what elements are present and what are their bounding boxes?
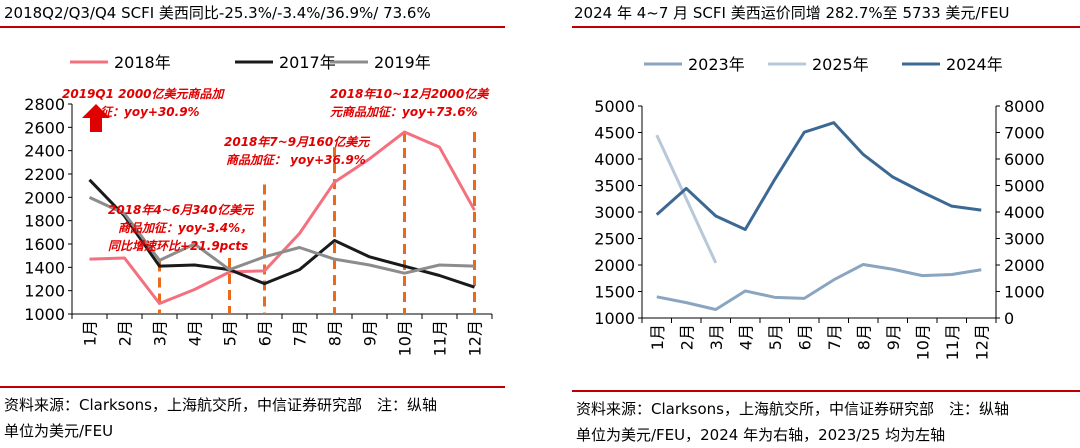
right-chart-title: 2024 年 4~7 月 SCFI 美西运价同增 282.7%至 5733 美元… bbox=[574, 4, 1010, 22]
annotation-text-q2: 商品加征：yoy-3.4%， bbox=[118, 221, 252, 235]
y-tick-label-left: 3000 bbox=[594, 203, 635, 222]
left-source-line-2: 单位为美元/FEU bbox=[4, 422, 114, 440]
legend-label: 2017年 bbox=[279, 53, 336, 72]
y-tick-label-right: 0 bbox=[1004, 309, 1014, 328]
y-tick-label-left: 1500 bbox=[594, 283, 635, 302]
y-tick-label-right: 3000 bbox=[1004, 230, 1045, 249]
annotation-text-q4: 2018年10~12月2000亿美 bbox=[330, 87, 490, 101]
left-title-rule bbox=[0, 26, 505, 28]
series-line-2025年 bbox=[655, 134, 718, 264]
left-source-line-1: 资料来源：Clarksons，上海航交所，中信证券研究部 注：纵轴 bbox=[4, 396, 438, 414]
y-tick-label-right: 1000 bbox=[1004, 283, 1045, 302]
y-tick-label: 1400 bbox=[24, 258, 65, 277]
x-tick-label: 8月 bbox=[854, 324, 873, 350]
y-tick-label: 2800 bbox=[24, 95, 65, 114]
x-tick-label: 11月 bbox=[943, 324, 962, 360]
y-tick-label: 1600 bbox=[24, 235, 65, 254]
x-tick-label: 3月 bbox=[151, 320, 170, 346]
x-tick-label: 11月 bbox=[431, 320, 450, 356]
annotation-text-q3: 2018年7~9月160亿美元 bbox=[224, 135, 371, 149]
y-tick-label-right: 7000 bbox=[1004, 124, 1045, 143]
x-tick-label: 12月 bbox=[466, 320, 485, 356]
x-tick-label: 10月 bbox=[396, 320, 415, 356]
x-tick-label: 6月 bbox=[256, 320, 275, 346]
right-title-rule bbox=[572, 26, 1080, 28]
y-tick-label: 2000 bbox=[24, 188, 65, 207]
annotation-text-q1: 征：yoy+30.9% bbox=[100, 105, 200, 119]
left-chart: 1000 1200 1400 1600 1800 2000 2200 2400 2600 2800… bbox=[24, 53, 493, 356]
x-tick-label: 5月 bbox=[221, 320, 240, 346]
right-chart: 1000 1500 2000 2500 3000 3500 4000 4500 5000 0 100… bbox=[594, 55, 1045, 360]
annotation-text-q2: 同比增速环比+21.9pcts bbox=[108, 239, 248, 253]
y-tick-label-right: 8000 bbox=[1004, 97, 1045, 116]
left-source-rule bbox=[0, 386, 505, 388]
annotation-text-q2: 2018年4~6月340亿美元 bbox=[108, 203, 255, 217]
annotation-text-q1: 2019Q1 2000亿美元商品加 bbox=[62, 87, 226, 101]
y-tick-label: 2400 bbox=[24, 142, 65, 161]
legend-label: 2019年 bbox=[374, 53, 431, 72]
x-tick-label: 9月 bbox=[361, 320, 380, 346]
x-tick-label: 8月 bbox=[326, 320, 345, 346]
y-tick-label-left: 4500 bbox=[594, 124, 635, 143]
y-tick-label-right: 6000 bbox=[1004, 150, 1045, 169]
up-arrow-icon bbox=[82, 104, 110, 132]
y-tick-label-left: 2500 bbox=[594, 230, 635, 249]
left-source-note: 资料来源：Clarksons，上海航交所，中信证券研究部 注：纵轴 单位为美元/… bbox=[4, 392, 437, 444]
legend-label: 2024年 bbox=[946, 55, 1003, 74]
x-tick-label: 9月 bbox=[884, 324, 903, 350]
y-tick-label: 1200 bbox=[24, 282, 65, 301]
series-line-2024年 bbox=[655, 121, 982, 231]
right-source-line-1: 资料来源：Clarksons，上海航交所，中信证券研究部 注：纵轴 bbox=[576, 400, 1010, 418]
right-source-line-2: 单位为美元/FEU，2024 年为右轴，2023/25 均为左轴 bbox=[576, 426, 946, 444]
y-tick-label-left: 1000 bbox=[594, 309, 635, 328]
y-tick-label-left: 2000 bbox=[594, 256, 635, 275]
y-tick-label-right: 2000 bbox=[1004, 256, 1045, 275]
x-tick-label: 1月 bbox=[648, 324, 667, 350]
y-tick-label-left: 3500 bbox=[594, 177, 635, 196]
y-tick-label-right: 5000 bbox=[1004, 177, 1045, 196]
x-tick-label: 3月 bbox=[707, 324, 726, 350]
y-tick-label: 1000 bbox=[24, 305, 65, 324]
y-tick-label: 2200 bbox=[24, 165, 65, 184]
y-tick-label-left: 5000 bbox=[594, 97, 635, 116]
series-line-2023年 bbox=[656, 262, 982, 312]
x-tick-label: 6月 bbox=[795, 324, 814, 350]
x-tick-label: 7月 bbox=[291, 320, 310, 346]
y-tick-label: 2600 bbox=[24, 118, 65, 137]
y-tick-label-left: 4000 bbox=[594, 150, 635, 169]
series-line-2019年 bbox=[88, 195, 475, 275]
x-tick-label: 2月 bbox=[677, 324, 696, 350]
x-tick-label: 4月 bbox=[186, 320, 205, 346]
legend-label: 2025年 bbox=[812, 55, 869, 74]
right-source-rule bbox=[572, 390, 1080, 392]
x-tick-label: 12月 bbox=[972, 324, 991, 360]
legend-label: 2023年 bbox=[688, 55, 745, 74]
series-line-2017年 bbox=[88, 178, 475, 289]
x-tick-label: 5月 bbox=[766, 324, 785, 350]
annotation-text-q3: 商品加征： yoy+36.9% bbox=[226, 153, 366, 167]
right-source-note: 资料来源：Clarksons，上海航交所，中信证券研究部 注：纵轴 单位为美元/… bbox=[576, 396, 1009, 448]
legend-label: 2018年 bbox=[114, 53, 171, 72]
x-tick-label: 4月 bbox=[736, 324, 755, 350]
y-tick-label: 1800 bbox=[24, 212, 65, 231]
x-tick-label: 7月 bbox=[825, 324, 844, 350]
x-tick-label: 10月 bbox=[913, 324, 932, 360]
x-tick-label: 2月 bbox=[116, 320, 135, 346]
left-chart-title: 2018Q2/Q3/Q4 SCFI 美西同比-25.3%/-3.4%/36.9%… bbox=[4, 4, 431, 22]
y-tick-label-right: 4000 bbox=[1004, 203, 1045, 222]
x-tick-label: 1月 bbox=[81, 320, 100, 346]
annotation-text-q4: 元商品加征：yoy+73.6% bbox=[330, 105, 478, 119]
